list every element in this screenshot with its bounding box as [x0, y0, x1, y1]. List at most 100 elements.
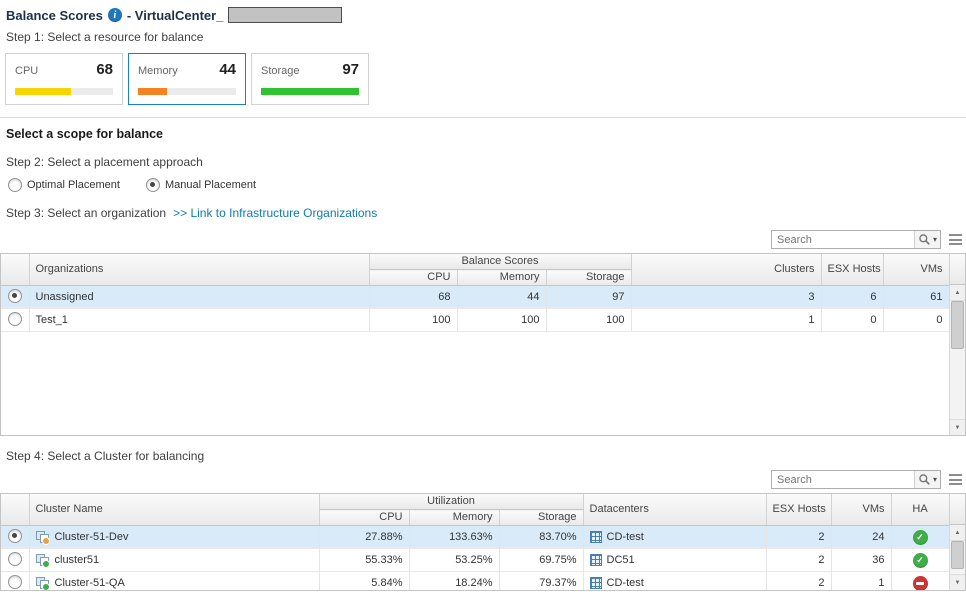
cluster-name: Cluster-51-Dev: [54, 531, 129, 543]
memory-score-value: 44: [219, 61, 236, 78]
cluster-row-radio[interactable]: [7, 528, 22, 543]
manual-placement-radio[interactable]: Manual Placement: [145, 178, 257, 192]
cpu-score-bar: [15, 88, 113, 95]
cpu-column-header[interactable]: CPU: [319, 509, 410, 526]
org-search-box: ▾: [771, 230, 941, 249]
scroll-up-button[interactable]: ▲: [950, 285, 965, 301]
utilization-group-header: Utilization: [319, 494, 584, 510]
memory-card-label: Memory: [138, 65, 178, 77]
page-header: Balance Scores i - VirtualCenter_: [0, 0, 966, 23]
placement-approach-options: Optimal Placement Manual Placement: [0, 169, 966, 192]
resource-card-cpu[interactable]: CPU 68: [5, 53, 123, 105]
cluster-name: Cluster-51-QA: [54, 577, 125, 589]
search-options-arrow-icon[interactable]: ▾: [932, 234, 937, 244]
table-customizer-icon[interactable]: [949, 234, 962, 245]
scrollbar-thumb[interactable]: [951, 541, 964, 569]
org-memory-score: 44: [527, 291, 540, 303]
memory-column-header[interactable]: Memory: [457, 269, 547, 286]
org-storage-score: 100: [606, 314, 625, 326]
datacenter-name: CD-test: [606, 531, 644, 543]
optimal-placement-radio[interactable]: Optimal Placement: [8, 178, 120, 192]
cluster-memory-util: 133.63%: [449, 531, 493, 543]
cluster-vms: 24: [872, 531, 885, 543]
org-esx-hosts: 0: [870, 314, 877, 326]
cpu-card-label: CPU: [15, 65, 39, 77]
esx-hosts-column-header[interactable]: ESX Hosts: [766, 494, 832, 526]
memory-score-bar: [138, 88, 236, 95]
storage-column-header[interactable]: Storage: [546, 269, 632, 286]
step2-label: Step 2: Select a placement approach: [6, 155, 203, 169]
datacenter-name: DC51: [606, 554, 635, 566]
cluster-cpu-util: 27.88%: [365, 531, 403, 543]
datacenters-column-header[interactable]: Datacenters: [583, 494, 767, 526]
cluster-esx-hosts: 2: [818, 577, 825, 589]
cluster-icon: [35, 553, 50, 568]
storage-column-header[interactable]: Storage: [499, 509, 584, 526]
resource-cards: CPU 68 Memory 44 Storage 97: [0, 44, 966, 105]
infrastructure-organizations-link[interactable]: >> Link to Infrastructure Organizations: [173, 206, 378, 220]
scope-section-title: Select a scope for balance: [6, 127, 164, 141]
resource-card-storage[interactable]: Storage 97: [251, 53, 369, 105]
radio-column-header: [1, 254, 30, 286]
vms-column-header[interactable]: VMs: [831, 494, 892, 526]
org-name: Test_1: [35, 314, 68, 326]
esx-hosts-column-header[interactable]: ESX Hosts: [821, 254, 884, 286]
radio-icon[interactable]: [8, 178, 22, 192]
scroll-up-button[interactable]: ▲: [950, 525, 965, 541]
cluster-icon: [35, 576, 50, 590]
org-row-radio[interactable]: [7, 311, 22, 326]
org-row[interactable]: Unassigned 68 44 97 3 6 61: [1, 285, 950, 309]
step4-label: Step 4: Select a Cluster for balancing: [6, 449, 205, 463]
cluster-name-column-header[interactable]: Cluster Name: [29, 494, 320, 526]
cluster-table-scrollbar[interactable]: ▲ ▼: [949, 525, 965, 590]
org-table-scrollbar[interactable]: ▲ ▼: [949, 285, 965, 435]
scroll-down-button[interactable]: ▼: [950, 574, 965, 590]
org-search-input[interactable]: [772, 233, 914, 246]
cluster-memory-util: 18.24%: [455, 577, 493, 589]
cluster-vms: 1: [878, 577, 885, 589]
cluster-esx-hosts: 2: [818, 554, 825, 566]
search-icon[interactable]: [918, 233, 931, 246]
radio-icon[interactable]: [145, 178, 160, 192]
ha-column-header[interactable]: HA: [891, 494, 950, 526]
cluster-row-radio[interactable]: [7, 551, 22, 566]
cluster-row[interactable]: Cluster-51-QA 5.84% 18.24% 79.37% CD-tes…: [1, 571, 950, 590]
org-clusters: 3: [808, 291, 815, 303]
datacenter-icon: [589, 577, 602, 589]
memory-column-header[interactable]: Memory: [409, 509, 500, 526]
org-row-radio[interactable]: [7, 288, 22, 303]
cpu-column-header[interactable]: CPU: [369, 269, 458, 286]
vms-column-header[interactable]: VMs: [883, 254, 950, 286]
cluster-storage-util: 69.75%: [539, 554, 577, 566]
clusters-column-header[interactable]: Clusters: [631, 254, 822, 286]
cluster-table-toolbar: ▾: [0, 463, 966, 493]
cpu-score-value: 68: [96, 61, 113, 78]
ha-status-icon: [912, 575, 928, 590]
scrollbar-thumb[interactable]: [951, 301, 964, 349]
org-clusters: 1: [808, 314, 815, 326]
cluster-row-radio[interactable]: [7, 574, 22, 589]
scroll-down-button[interactable]: ▼: [950, 419, 965, 435]
cluster-cpu-util: 5.84%: [371, 577, 403, 589]
cluster-vms: 36: [872, 554, 885, 566]
org-table-toolbar: ▾: [0, 220, 966, 253]
cluster-storage-util: 79.37%: [539, 577, 577, 589]
cluster-row[interactable]: Cluster-51-Dev 27.88% 133.63% 83.70% CD-…: [1, 525, 950, 549]
search-icon[interactable]: [918, 473, 931, 486]
manual-placement-label: Manual Placement: [164, 179, 257, 191]
ha-status-icon: [912, 529, 928, 545]
org-row[interactable]: Test_1 100 100 100 1 0 0: [1, 308, 950, 332]
org-cpu-score: 68: [438, 291, 451, 303]
table-customizer-icon[interactable]: [949, 474, 962, 485]
cluster-icon: [35, 530, 50, 545]
step3-label: Step 3: Select an organization: [6, 206, 167, 220]
ha-status-icon: [912, 552, 928, 568]
storage-score-bar: [261, 88, 359, 95]
search-options-arrow-icon[interactable]: ▾: [932, 474, 937, 484]
organizations-column-header[interactable]: Organizations: [29, 254, 370, 286]
cluster-search-input[interactable]: [772, 473, 914, 486]
resource-card-memory[interactable]: Memory 44: [128, 53, 246, 105]
info-icon[interactable]: i: [107, 8, 122, 22]
cluster-row[interactable]: cluster51 55.33% 53.25% 69.75% DC51 2 36: [1, 548, 950, 572]
org-vms: 0: [936, 314, 943, 326]
